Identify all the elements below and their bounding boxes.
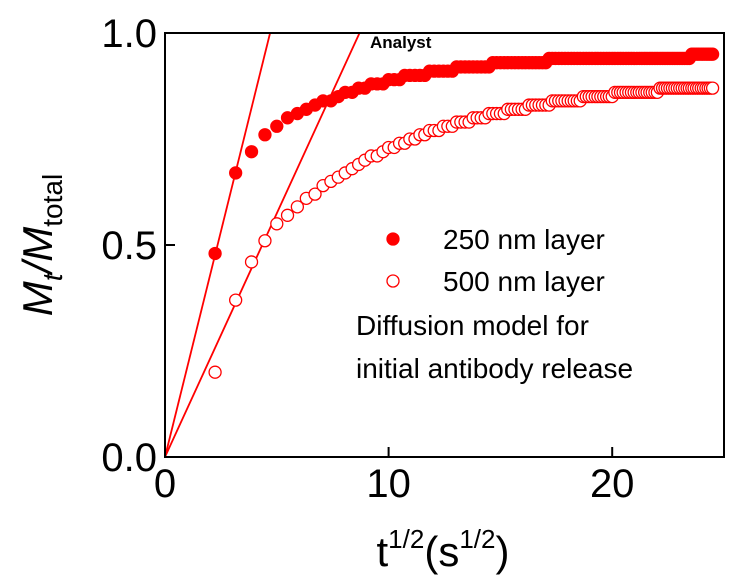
legend-marker [386,232,400,246]
data-point [258,128,272,142]
x-label-part: t [377,528,389,575]
y-label-part: /M [14,227,61,277]
data-point [208,246,222,261]
y-axis-label: Mt/Mtotal [14,174,68,316]
y-label-part: M [14,281,61,316]
x-axis-label: t1/2(s1/2) [377,524,510,575]
x-tick-label: 10 [366,462,411,506]
x-label-part: 1/2 [388,524,424,554]
data-point [290,200,305,214]
data-point [270,217,284,231]
data-point [229,293,243,307]
legend-note: initial antibody release [356,353,633,384]
data-point [244,145,259,159]
y-tick-label: 0.0 [101,436,157,480]
y-label-part: total [37,174,68,227]
data-point [244,255,259,269]
legend-note: Diffusion model for [356,310,589,341]
x-tick-label: 20 [590,462,635,506]
y-tick-label: 1.0 [101,12,157,56]
data-point [280,208,295,222]
data-point [270,119,284,133]
x-tick-label: 0 [154,462,176,506]
data-point [308,187,322,201]
x-label-part: 1/2 [459,524,495,554]
data-point [705,81,720,95]
y-label-part: t [37,272,68,281]
data-point [229,166,243,180]
data-point [705,47,720,61]
annotation: Analyst [370,33,432,52]
legend-label: 500 nm layer [443,266,605,297]
legend-label: 250 nm layer [443,224,605,255]
x-label-part: (s [424,528,459,575]
data-point [208,365,222,379]
data-point [258,234,272,248]
model-line [164,32,271,458]
legend-marker [386,274,400,288]
y-tick-label: 0.5 [101,224,157,268]
x-label-part: ) [495,528,509,575]
